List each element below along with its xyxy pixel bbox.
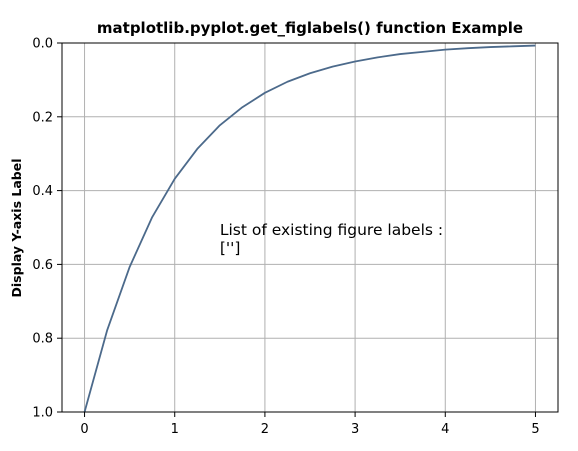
x-tick-label: 1 (171, 422, 179, 437)
y-tick-label: 1.0 (32, 406, 53, 421)
annotation-line: List of existing figure labels : (220, 221, 443, 239)
x-tick-label: 4 (441, 422, 449, 437)
x-axis-ticks: 0 1 2 3 4 5 (80, 412, 539, 437)
x-tick-label: 2 (261, 422, 269, 437)
annotation-text: List of existing figure labels : [''] (220, 221, 443, 257)
y-axis-ticks: 0.0 0.2 0.4 0.6 0.8 1.0 (32, 37, 62, 421)
y-tick-label: 0.2 (32, 110, 53, 125)
x-tick-label: 5 (531, 422, 539, 437)
y-tick-label: 0.8 (32, 332, 53, 347)
y-tick-label: 0.6 (32, 258, 53, 273)
y-axis-label: Display Y-axis Label (9, 159, 24, 298)
chart-title: matplotlib.pyplot.get_figlabels() functi… (97, 19, 523, 37)
annotation-line: [''] (220, 239, 241, 257)
x-tick-label: 0 (80, 422, 88, 437)
y-tick-label: 0.0 (32, 37, 53, 52)
y-tick-label: 0.4 (32, 184, 53, 199)
annotation: List of existing figure labels : [''] (220, 221, 443, 257)
x-tick-label: 3 (351, 422, 359, 437)
